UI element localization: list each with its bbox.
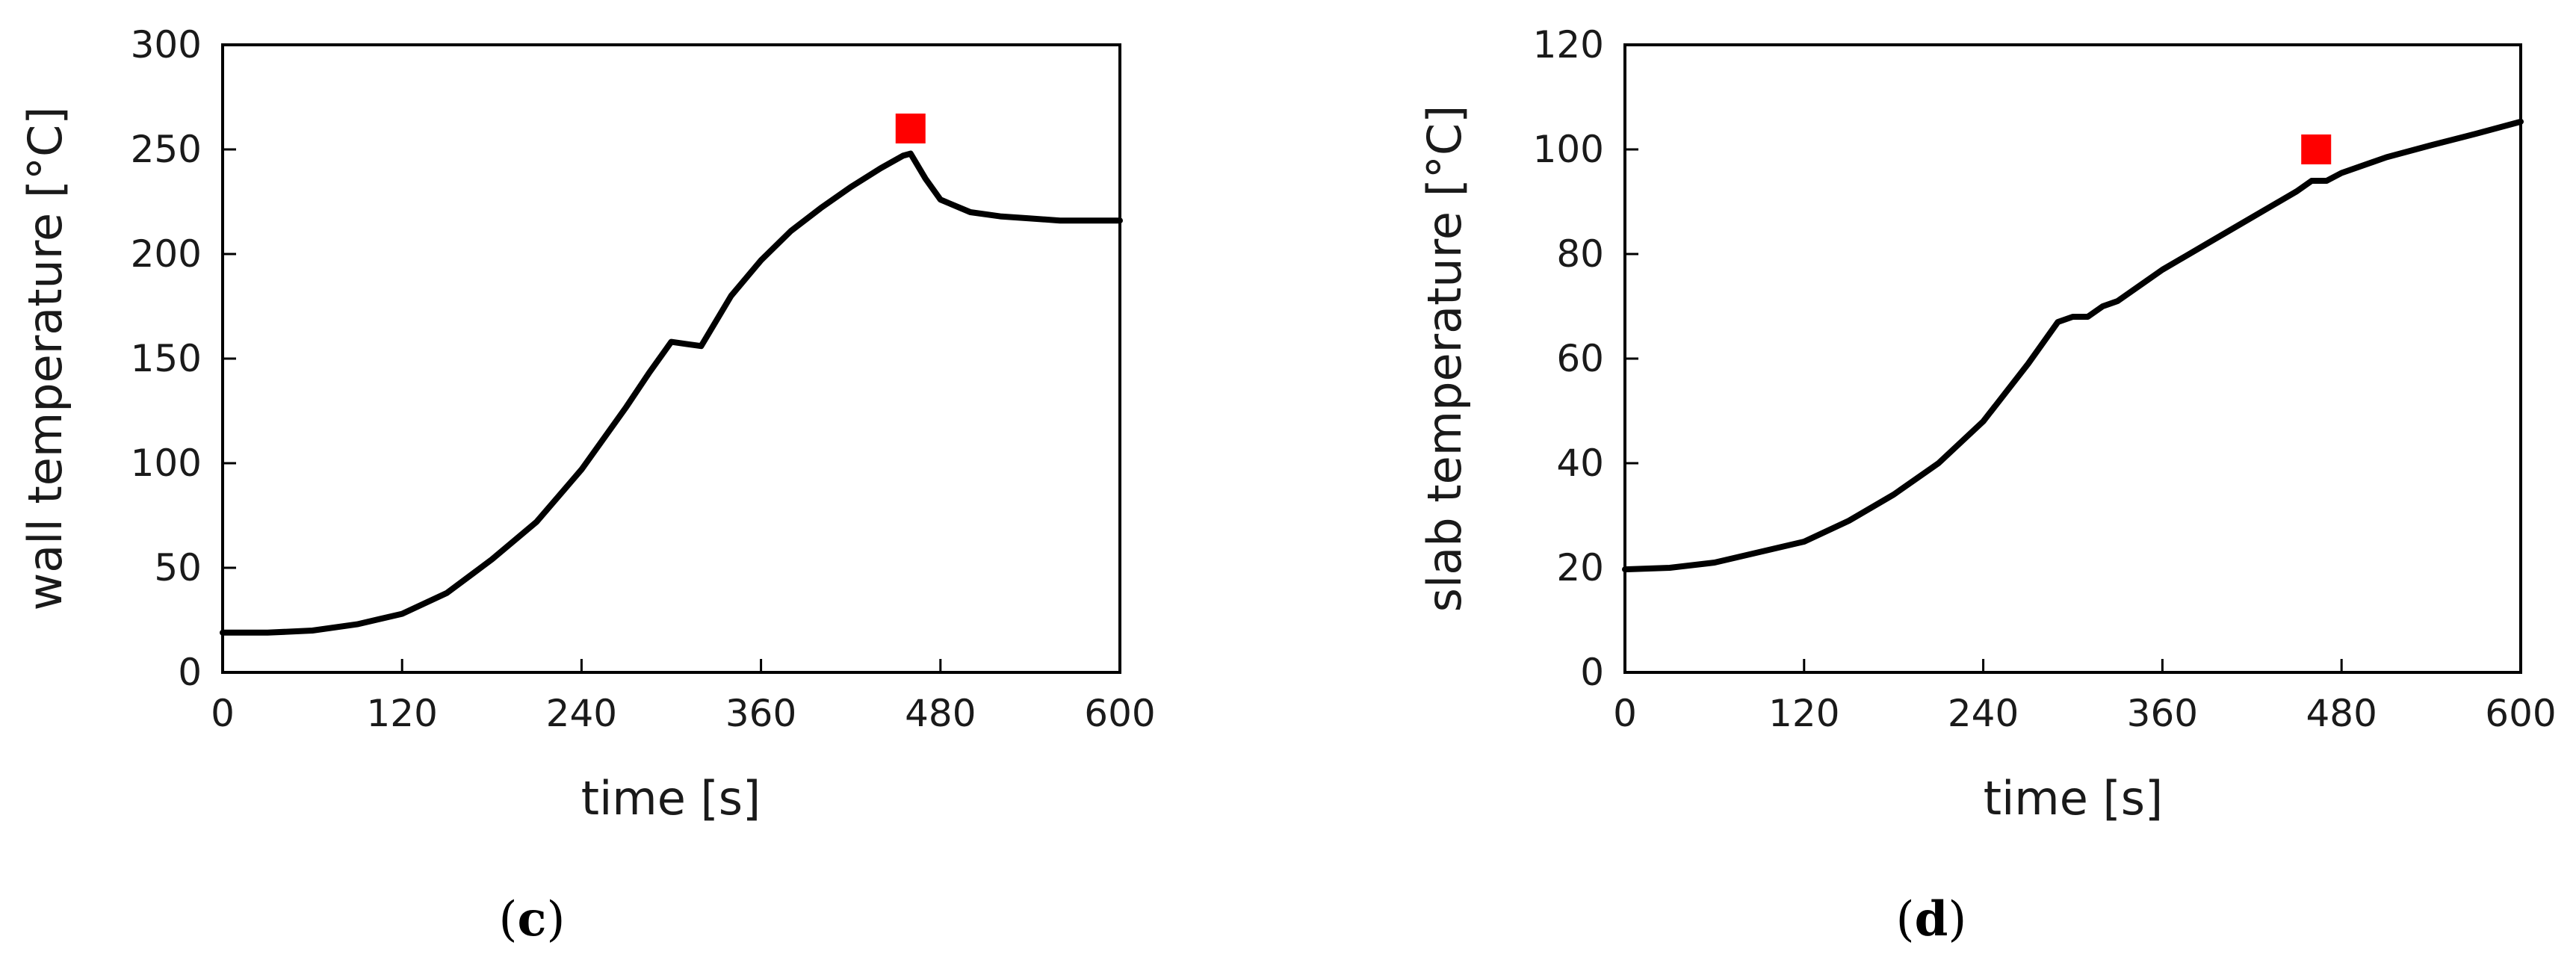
- x-tick-label: 0: [1613, 692, 1637, 735]
- x-tick-label: 480: [905, 692, 976, 735]
- chart-panel-c: 0 120 240 360 480 600 0 50 100 150 200 250 300 time…: [18, 23, 1156, 947]
- y-tick-label: 0: [1580, 651, 1604, 694]
- x-tick-label: 360: [725, 692, 796, 735]
- y-tick-label: 100: [131, 442, 202, 485]
- y-tick-label: 60: [1556, 337, 1604, 380]
- x-axis-ticks: 0 120 240 360 480 600: [1613, 659, 2557, 735]
- y-tick-label: 100: [1533, 128, 1604, 171]
- red-square-marker: [2301, 134, 2332, 164]
- red-square-marker: [895, 114, 926, 143]
- temperature-line: [220, 150, 1123, 636]
- series-layer: [220, 150, 1123, 636]
- y-axis-title: slab temperature [°C]: [1417, 105, 1472, 613]
- x-tick-label: 120: [366, 692, 437, 735]
- x-axis-title: time [s]: [1984, 771, 2163, 826]
- x-tick-label: 0: [211, 692, 235, 735]
- y-tick-label: 200: [131, 232, 202, 276]
- chart-panel-d: 0 120 240 360 480 600 0 20 40 60 80 100 120 time [s…: [1417, 23, 2557, 947]
- plot-area-frame: [1623, 43, 2522, 674]
- x-tick-label: 360: [2127, 692, 2198, 735]
- x-tick-label: 600: [1084, 692, 1155, 735]
- marker-layer: [2301, 134, 2332, 164]
- y-axis-ticks: 0 20 40 60 80 100 120: [1533, 23, 1638, 694]
- y-tick-label: 250: [131, 128, 202, 171]
- y-axis-ticks: 0 50 100 150 200 250 300: [131, 23, 236, 694]
- plot-area-frame: [221, 43, 1121, 674]
- x-axis-ticks: 0 120 240 360 480 600: [211, 659, 1156, 735]
- panel-label-d: (d): [1896, 891, 1967, 947]
- x-tick-label: 480: [2306, 692, 2377, 735]
- y-tick-label: 300: [131, 23, 202, 66]
- x-tick-label: 120: [1768, 692, 1839, 735]
- x-tick-label: 240: [1948, 692, 2019, 735]
- y-tick-label: 40: [1556, 442, 1604, 485]
- y-tick-label: 50: [154, 546, 202, 589]
- y-tick-label: 0: [178, 651, 202, 694]
- series-layer: [1622, 118, 2524, 573]
- y-tick-label: 80: [1556, 232, 1604, 276]
- x-tick-label: 600: [2485, 692, 2556, 735]
- marker-layer: [895, 114, 926, 143]
- panel-label-c: (c): [499, 891, 566, 947]
- y-tick-label: 120: [1533, 23, 1604, 66]
- panel-letter: d: [1915, 891, 1948, 947]
- y-tick-label: 150: [131, 337, 202, 380]
- x-tick-label: 240: [546, 692, 617, 735]
- y-axis-title: wall temperature [°C]: [18, 107, 72, 611]
- x-axis-title: time [s]: [581, 771, 761, 826]
- y-tick-label: 20: [1556, 546, 1604, 589]
- panel-letter: c: [518, 891, 547, 947]
- temperature-line: [1622, 118, 2524, 573]
